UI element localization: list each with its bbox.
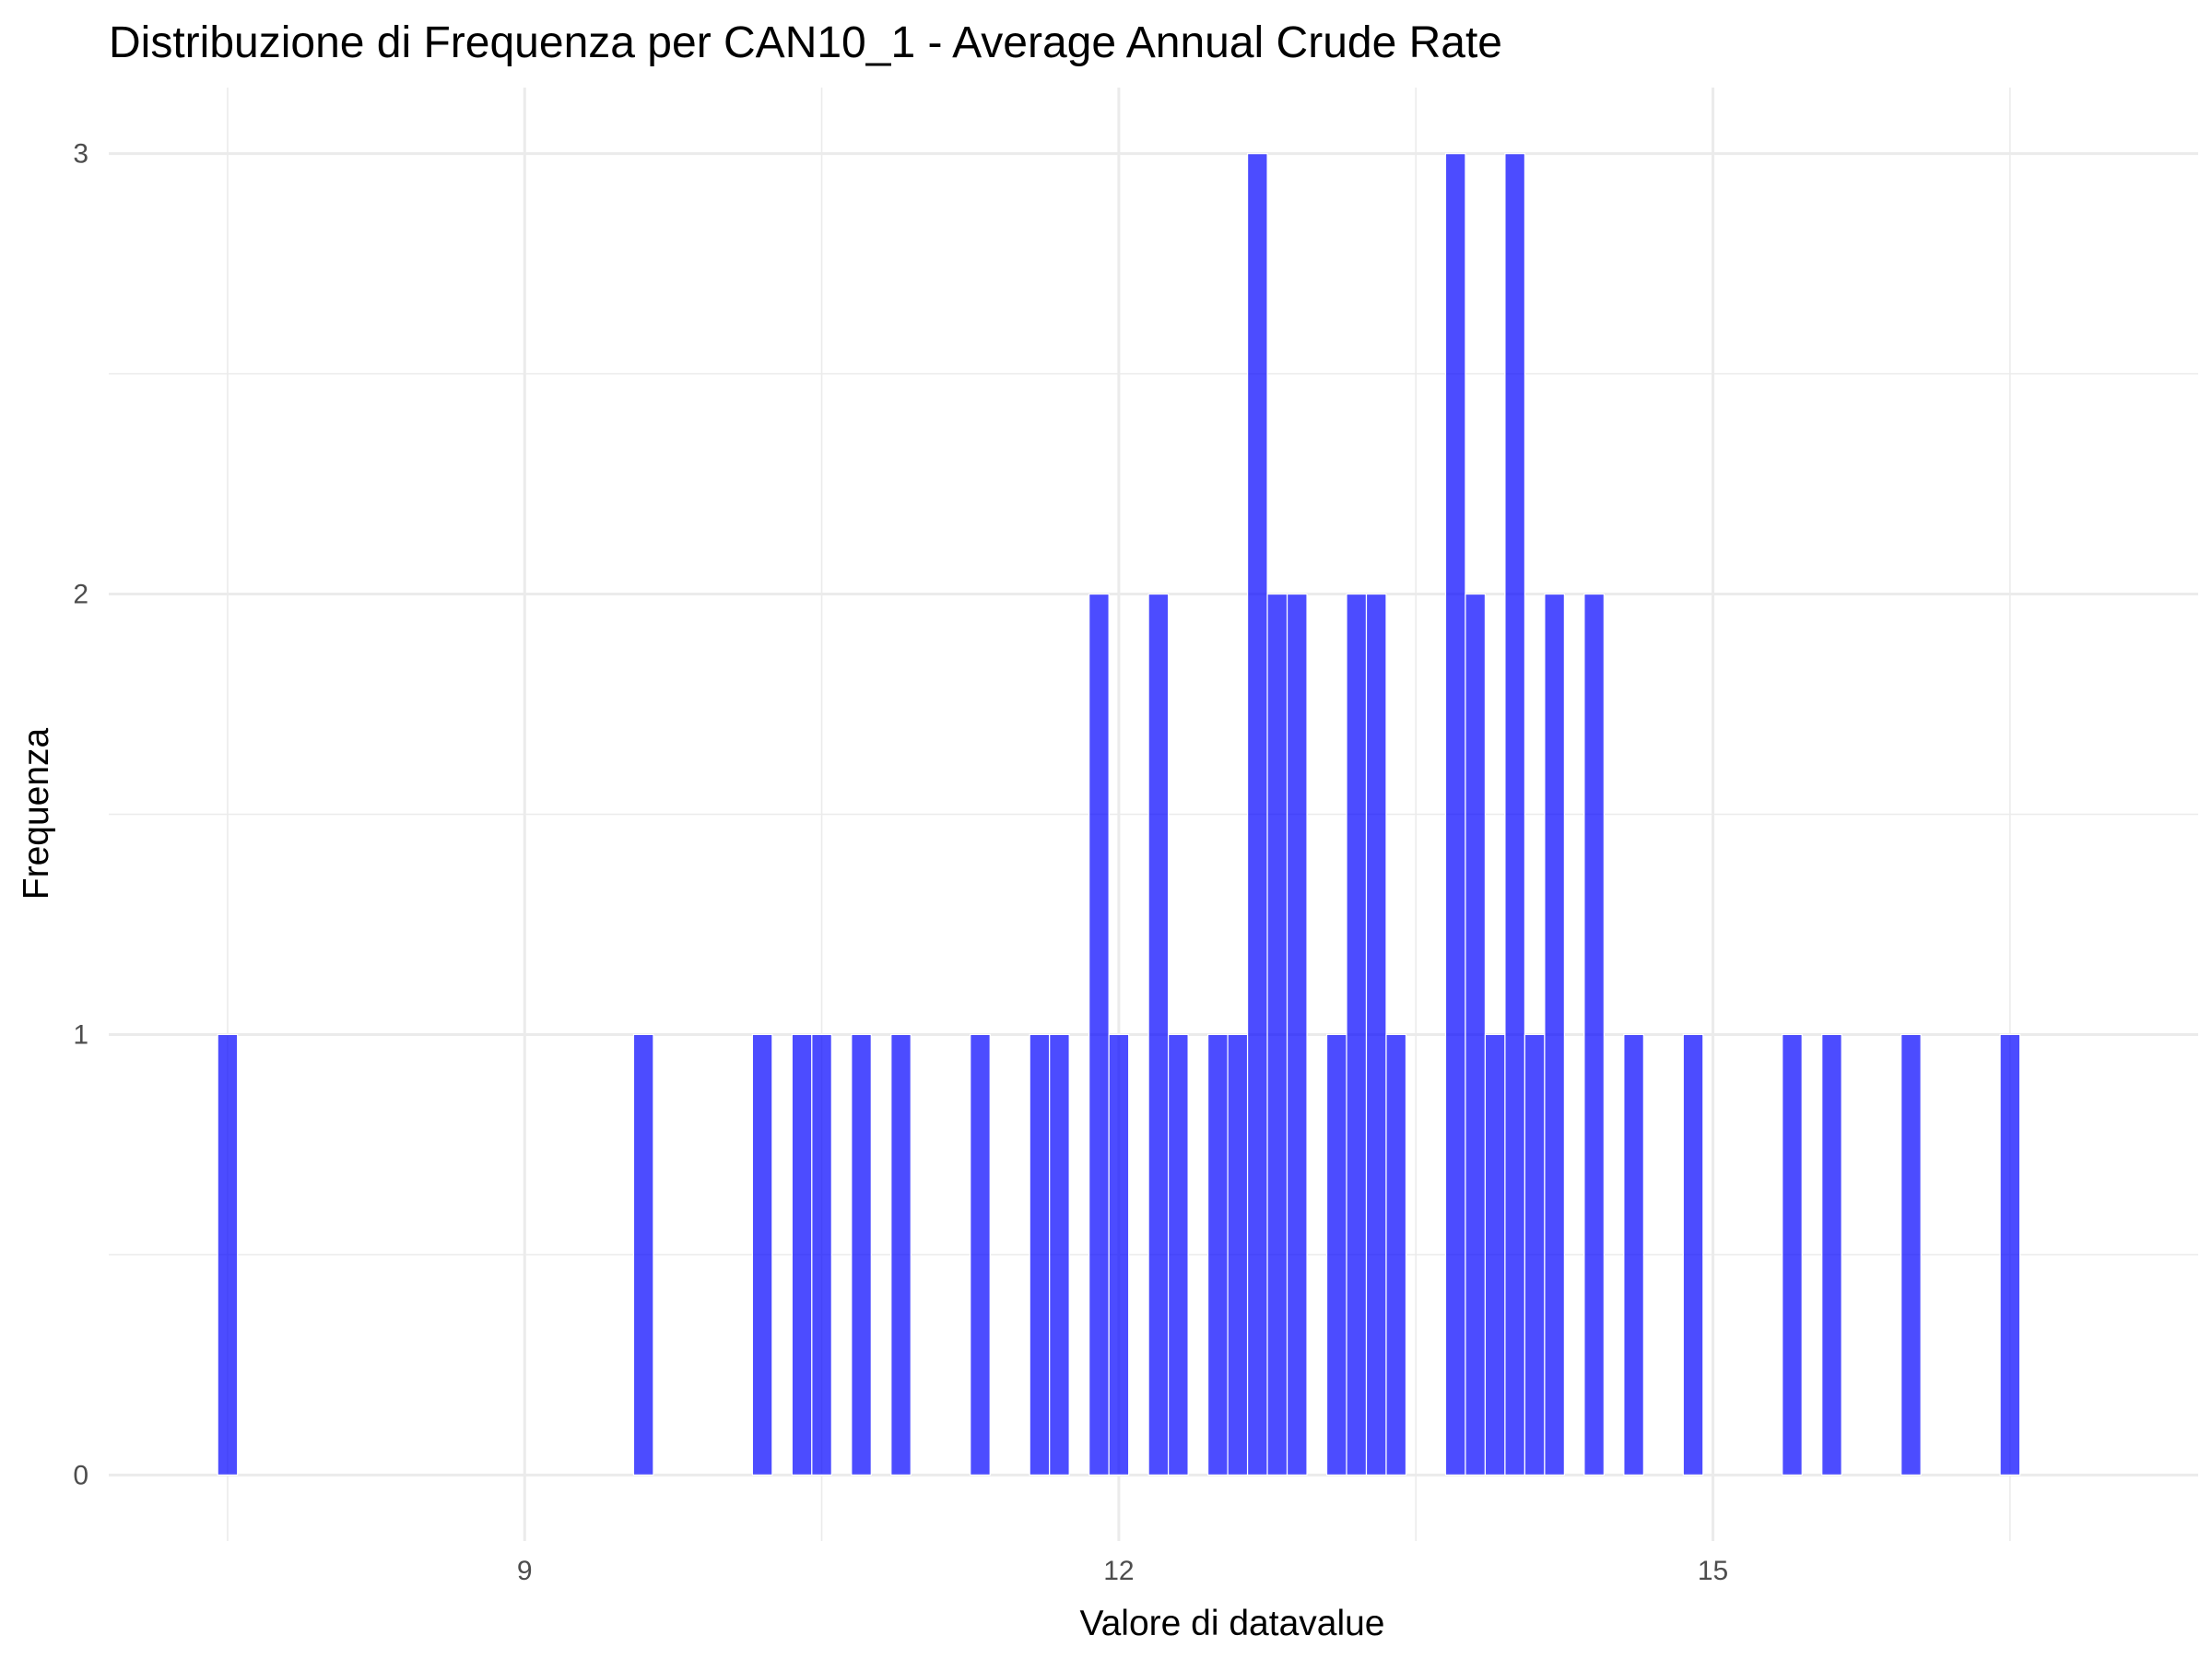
histogram-bar xyxy=(1346,593,1368,1476)
histogram-bar xyxy=(851,1033,872,1476)
histogram-bar xyxy=(811,1033,832,1476)
histogram-bar xyxy=(1544,593,1565,1476)
histogram-bar xyxy=(1147,593,1170,1476)
histogram-bar xyxy=(1623,1033,1644,1476)
histogram-bar xyxy=(1227,1033,1249,1476)
histogram-bar xyxy=(791,1033,813,1476)
histogram-bar xyxy=(1524,1033,1546,1476)
x-axis-ticks: 9 12 15 xyxy=(517,1556,1728,1586)
histogram-bar xyxy=(1206,1033,1229,1476)
histogram-bar xyxy=(1325,1033,1347,1476)
histogram-bar xyxy=(1465,593,1487,1476)
x-axis-title: Valore di datavalue xyxy=(1079,1604,1384,1643)
histogram-bar xyxy=(1088,593,1110,1476)
histogram-bar xyxy=(1029,1033,1051,1476)
histogram-bar xyxy=(1484,1033,1506,1476)
histogram-bar xyxy=(1583,593,1605,1476)
histogram-bar xyxy=(1108,1033,1130,1476)
histogram-bar xyxy=(751,1033,773,1476)
histogram-bar xyxy=(970,1033,991,1476)
histogram-bar xyxy=(1266,593,1288,1476)
x-tick-label: 15 xyxy=(1698,1556,1728,1586)
histogram-bar xyxy=(1049,1033,1070,1476)
histogram-bar xyxy=(1168,1033,1189,1476)
histogram-bar xyxy=(890,1033,912,1476)
histogram-bar xyxy=(1246,153,1268,1476)
chart-title: Distribuzione di Frequenza per CAN10_1 -… xyxy=(109,18,1502,67)
histogram-bar xyxy=(1504,153,1526,1476)
histogram-bar xyxy=(1682,1033,1704,1476)
histogram-bar xyxy=(1999,1033,2021,1476)
histogram-bar xyxy=(1385,1033,1407,1476)
x-tick-label: 9 xyxy=(517,1556,533,1586)
histogram-bar xyxy=(1444,153,1466,1476)
histogram-bar xyxy=(1821,1033,1842,1476)
y-tick-label: 3 xyxy=(73,139,88,170)
histogram-bar xyxy=(1782,1033,1803,1476)
y-tick-label: 0 xyxy=(73,1460,88,1490)
histogram-bar xyxy=(217,1033,239,1476)
histogram-bars xyxy=(217,153,2021,1476)
y-axis-ticks: 0 1 2 3 xyxy=(73,139,88,1491)
y-axis-title: Frequenza xyxy=(17,727,56,900)
x-tick-label: 12 xyxy=(1103,1556,1134,1586)
histogram-bar xyxy=(1900,1033,1922,1476)
y-tick-label: 2 xyxy=(73,580,88,610)
histogram-bar xyxy=(1286,593,1308,1476)
histogram-bar xyxy=(1365,593,1387,1476)
histogram-bar xyxy=(632,1033,654,1476)
y-tick-label: 1 xyxy=(73,1019,88,1050)
